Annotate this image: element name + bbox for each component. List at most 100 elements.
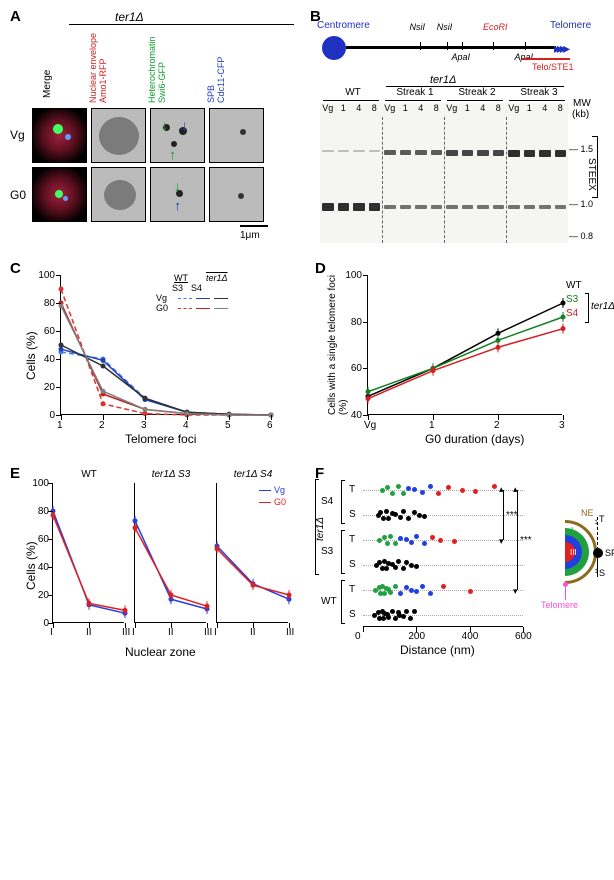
- legend-item: S4: [566, 308, 578, 319]
- scatter-point: [398, 515, 403, 520]
- f-row-label: T: [349, 534, 355, 545]
- scatter-point: [436, 491, 441, 496]
- scatter-point: [409, 588, 414, 593]
- panel-a-label: A: [10, 8, 21, 25]
- gel-group-label: Streak 1: [386, 87, 444, 98]
- scatter-point: [412, 510, 417, 515]
- scatter-point: [377, 538, 382, 543]
- strain-header-ter1d: ter1Δ: [430, 74, 456, 86]
- panel-e-label: E: [10, 465, 20, 482]
- mw-mark: — 0.8: [569, 231, 593, 241]
- scatter-point: [390, 491, 395, 496]
- centromere-icon: [322, 36, 346, 60]
- legend-item: S3: [566, 294, 578, 305]
- gel-lane-label: 1: [460, 103, 476, 113]
- scatter-point: [398, 591, 403, 596]
- scatter-point: [401, 491, 406, 496]
- enzyme-label: NsiI: [437, 22, 453, 32]
- scatter-point: [388, 590, 393, 595]
- scatter-point: [380, 488, 385, 493]
- colhdr-amo1: Nuclear envelopeAmo1-RFP: [88, 33, 108, 103]
- gel-lane-label: 4: [537, 103, 553, 113]
- scatter-point: [388, 534, 393, 539]
- sig-label: ***: [520, 535, 532, 546]
- colhdr-merge: Merge: [42, 70, 53, 98]
- scatter-point: [393, 541, 398, 546]
- enzyme-tick: [462, 42, 463, 50]
- scatter-point: [404, 609, 409, 614]
- legend-item: WT: [566, 280, 582, 291]
- gel-lane-label: 4: [475, 103, 491, 113]
- c-xlabel: Telomere foci: [125, 432, 196, 446]
- scatter-point: [492, 484, 497, 489]
- scatter-point: [390, 609, 395, 614]
- scatter-point: [404, 585, 409, 590]
- scatter-point: [414, 589, 419, 594]
- scatter-point: [412, 487, 417, 492]
- d-ylabel: Cells with a single telomere foci (%): [327, 265, 349, 415]
- gel-lane-label: 4: [413, 103, 429, 113]
- gel-lane-label: 1: [522, 103, 538, 113]
- scatter-point: [420, 490, 425, 495]
- gel-group-label: Streak 2: [448, 87, 506, 98]
- scatter-point: [404, 560, 409, 565]
- chart-e-sub: IIIIIIter1Δ S3: [134, 483, 206, 623]
- legend-item: G0: [259, 497, 286, 507]
- scatter-point: [422, 514, 427, 519]
- scatter-point: [393, 512, 398, 517]
- enzyme-label: ApaI: [452, 52, 471, 62]
- row-vg-label: Vg: [10, 128, 25, 142]
- scatter-point: [460, 488, 465, 493]
- scatter-point: [386, 615, 391, 620]
- chart-d: Vg123406080100WTS3S4ter1Δ: [367, 275, 562, 415]
- centromere-label: Centromere: [317, 20, 370, 31]
- row-g0-label: G0: [10, 188, 26, 202]
- gel-lane-label: 4: [351, 103, 367, 113]
- enzyme-label: NsiI: [410, 22, 426, 32]
- scale-bar-label: 1μm: [240, 230, 260, 241]
- scatter-point: [384, 566, 389, 571]
- enzyme-tick: [447, 42, 448, 50]
- scatter-point: [393, 565, 398, 570]
- f-row-label: T: [349, 484, 355, 495]
- f-row-label: S: [349, 609, 356, 620]
- f-strain-label: WT: [321, 596, 337, 607]
- f-row-label: T: [349, 584, 355, 595]
- scatter-point: [385, 541, 390, 546]
- micro-vg-cdc11: [209, 108, 264, 163]
- sig-label: ***: [506, 510, 518, 521]
- gel-lane-label: 8: [553, 103, 569, 113]
- scatter-point: [409, 563, 414, 568]
- gel-group-label: Streak 3: [510, 87, 568, 98]
- scatter-point: [393, 584, 398, 589]
- scatter-point: [428, 591, 433, 596]
- scatter-point: [417, 513, 422, 518]
- telomere-label: Telomere: [550, 20, 591, 31]
- scatter-point: [422, 541, 427, 546]
- microscopy-grid: ↓ ↓ ↓ ↓ ↓: [32, 108, 264, 222]
- micro-g0-swi6: ↓ ↓: [150, 167, 205, 222]
- scatter-point: [468, 589, 473, 594]
- panel-a-strain-header: ter1Δ: [115, 10, 144, 24]
- scatter-point: [401, 509, 406, 514]
- f-ter1d-bracket-label: ter1Δ: [315, 517, 326, 541]
- scatter-point: [408, 616, 413, 621]
- panel-c-label: C: [10, 260, 21, 277]
- colhdr-cdc11: SPBCdc11-CFP: [206, 57, 226, 103]
- gel-lane-label: 8: [491, 103, 507, 113]
- e-sub-title: ter1Δ S4: [217, 469, 289, 480]
- gel-lane-label: Vg: [506, 103, 522, 113]
- micro-g0-merge: [32, 167, 87, 222]
- gel-lane-label: Vg: [382, 103, 398, 113]
- e-sub-title: ter1Δ S3: [135, 469, 207, 480]
- colhdr-swi6: HeterochromatinSwi6-GFP: [147, 36, 167, 103]
- gel-lane-label: Vg: [320, 103, 336, 113]
- f-xlabel: Distance (nm): [400, 643, 475, 657]
- enzyme-tick: [525, 42, 526, 50]
- scatter-point: [414, 534, 419, 539]
- scatter-point: [386, 516, 391, 521]
- chart-f: TSTSTSS4S3WTter1Δ0200400600▴▾***▴▾***: [363, 477, 523, 627]
- scatter-point: [452, 539, 457, 544]
- e-sub-title: WT: [53, 469, 125, 480]
- micro-vg-merge: [32, 108, 87, 163]
